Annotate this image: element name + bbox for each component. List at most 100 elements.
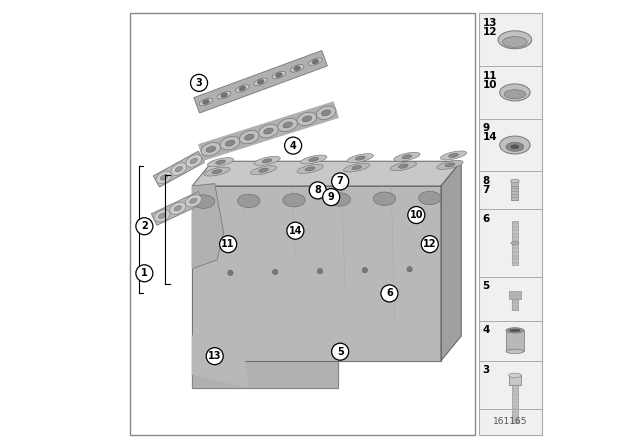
- Text: 3: 3: [483, 366, 490, 375]
- Circle shape: [285, 137, 301, 154]
- Ellipse shape: [502, 37, 527, 47]
- Text: 10: 10: [410, 210, 423, 220]
- Ellipse shape: [228, 270, 233, 276]
- Ellipse shape: [440, 151, 467, 160]
- Polygon shape: [199, 102, 338, 160]
- Ellipse shape: [328, 193, 351, 206]
- Ellipse shape: [500, 136, 530, 154]
- Ellipse shape: [259, 125, 278, 138]
- Ellipse shape: [201, 142, 221, 156]
- Text: 8: 8: [483, 176, 490, 186]
- Bar: [512, 221, 518, 265]
- Ellipse shape: [239, 86, 246, 91]
- Text: 14: 14: [483, 132, 497, 142]
- Text: 6: 6: [483, 214, 490, 224]
- Ellipse shape: [250, 166, 276, 175]
- Ellipse shape: [160, 175, 168, 180]
- Ellipse shape: [170, 202, 186, 215]
- Ellipse shape: [189, 198, 197, 203]
- FancyBboxPatch shape: [130, 13, 475, 435]
- Bar: [512, 385, 518, 422]
- Text: 13: 13: [208, 351, 221, 361]
- Ellipse shape: [402, 155, 412, 159]
- Ellipse shape: [206, 146, 216, 152]
- Circle shape: [323, 189, 340, 206]
- Text: 7: 7: [337, 177, 344, 186]
- Circle shape: [381, 285, 398, 302]
- Ellipse shape: [237, 194, 260, 207]
- FancyBboxPatch shape: [479, 13, 541, 435]
- Polygon shape: [152, 191, 204, 225]
- Ellipse shape: [373, 192, 396, 206]
- Ellipse shape: [225, 140, 235, 146]
- Ellipse shape: [506, 327, 524, 333]
- Ellipse shape: [216, 160, 225, 164]
- Text: 12: 12: [483, 27, 497, 37]
- Text: 7: 7: [483, 185, 490, 195]
- Bar: [512, 297, 518, 310]
- Polygon shape: [154, 151, 204, 187]
- Polygon shape: [192, 336, 248, 388]
- Ellipse shape: [445, 163, 455, 167]
- Text: 11: 11: [483, 71, 497, 81]
- Ellipse shape: [506, 142, 524, 151]
- Ellipse shape: [362, 267, 367, 273]
- Ellipse shape: [509, 373, 521, 378]
- Ellipse shape: [154, 210, 170, 222]
- Polygon shape: [441, 161, 461, 361]
- Bar: [511, 181, 518, 199]
- Circle shape: [287, 222, 304, 239]
- Ellipse shape: [190, 158, 198, 164]
- Circle shape: [136, 218, 153, 235]
- Circle shape: [191, 74, 207, 91]
- Text: 9: 9: [328, 192, 335, 202]
- Ellipse shape: [202, 99, 209, 104]
- Circle shape: [421, 236, 438, 253]
- Ellipse shape: [259, 168, 268, 172]
- Ellipse shape: [511, 241, 519, 244]
- Ellipse shape: [264, 128, 273, 134]
- Ellipse shape: [212, 169, 222, 174]
- Ellipse shape: [186, 195, 202, 207]
- Ellipse shape: [254, 156, 280, 165]
- Ellipse shape: [156, 171, 172, 184]
- Ellipse shape: [186, 155, 202, 167]
- Polygon shape: [194, 51, 327, 113]
- Ellipse shape: [174, 206, 182, 211]
- Circle shape: [332, 173, 349, 190]
- Ellipse shape: [355, 156, 365, 160]
- Text: 161165: 161165: [493, 418, 527, 426]
- Bar: [509, 291, 520, 299]
- Text: 6: 6: [386, 289, 393, 298]
- Text: 4: 4: [483, 325, 490, 336]
- Ellipse shape: [390, 162, 417, 171]
- Text: 5: 5: [337, 347, 344, 357]
- Ellipse shape: [254, 78, 268, 86]
- Circle shape: [206, 348, 223, 365]
- Ellipse shape: [344, 163, 370, 172]
- Text: 4: 4: [290, 141, 296, 151]
- Ellipse shape: [158, 213, 166, 219]
- Ellipse shape: [312, 59, 319, 64]
- Ellipse shape: [220, 137, 240, 150]
- Text: 11: 11: [221, 239, 235, 249]
- Ellipse shape: [317, 268, 323, 274]
- Ellipse shape: [199, 98, 212, 106]
- Ellipse shape: [305, 167, 315, 171]
- Ellipse shape: [506, 349, 524, 353]
- Polygon shape: [192, 186, 441, 361]
- Ellipse shape: [278, 118, 298, 132]
- Ellipse shape: [291, 65, 304, 72]
- Ellipse shape: [504, 90, 525, 99]
- Ellipse shape: [272, 71, 285, 79]
- Ellipse shape: [347, 154, 374, 163]
- Text: 13: 13: [483, 18, 497, 28]
- Ellipse shape: [449, 153, 458, 158]
- Ellipse shape: [509, 329, 520, 332]
- Circle shape: [136, 265, 153, 282]
- Text: 10: 10: [483, 80, 497, 90]
- Polygon shape: [192, 161, 461, 186]
- Ellipse shape: [193, 195, 215, 208]
- Circle shape: [408, 207, 425, 224]
- Ellipse shape: [498, 31, 532, 49]
